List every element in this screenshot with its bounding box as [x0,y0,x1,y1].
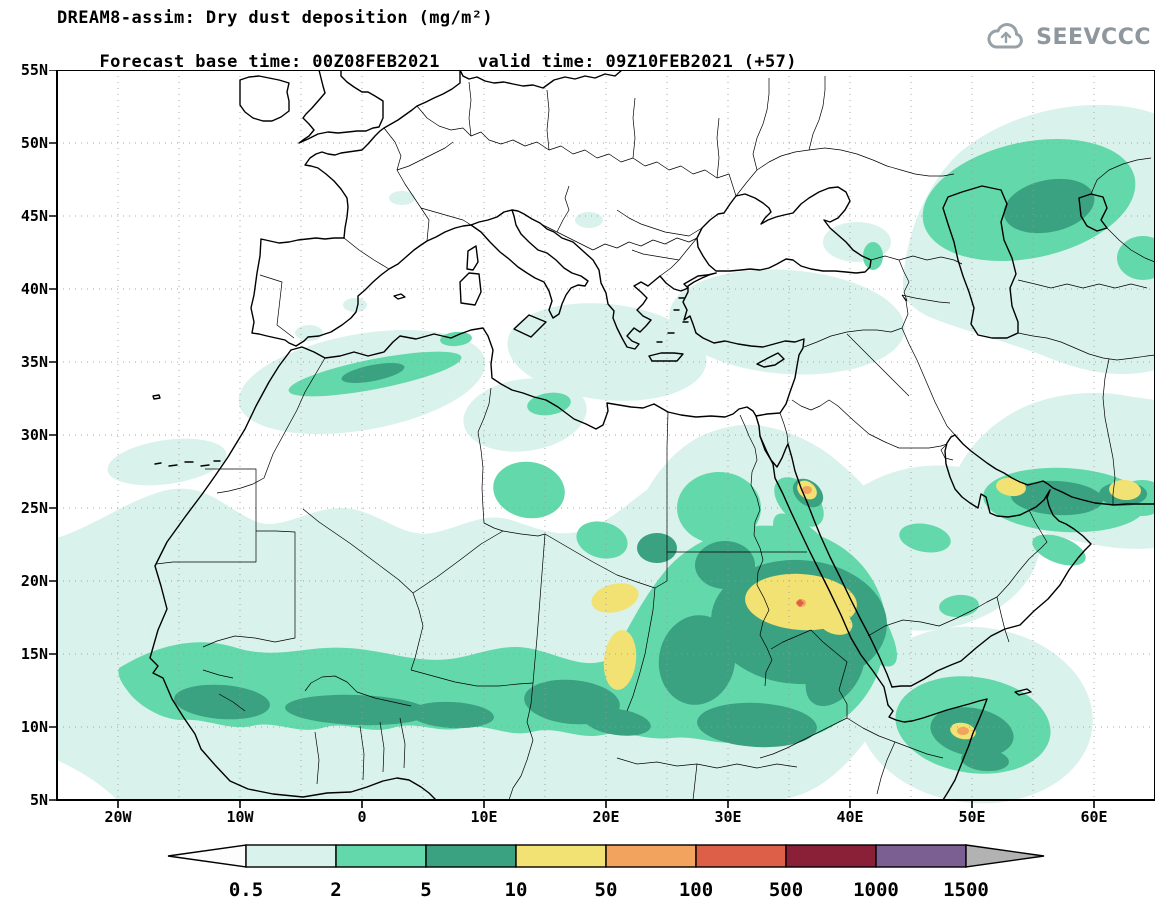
border-layer [155,76,1155,801]
plot-frame [56,70,1155,801]
lon-tick-label: 10E [470,808,498,826]
lat-tick-label: 35N [20,353,48,371]
colorbar-tick-label: 5 [420,879,431,901]
lat-tick-label: 40N [20,280,48,298]
colorbar-tick-label: 2 [330,879,341,901]
colorbar-tick-label: 100 [679,879,713,901]
colorbar-tick-label: 1500 [943,879,989,901]
colorbar-tick-label: 50 [595,879,618,901]
colorbar-underflow-arrow [167,844,247,868]
lat-tick-label: 30N [20,426,48,444]
colorbar-segment [785,844,877,868]
lon-tick-label: 20W [104,808,132,826]
forecast-base-time: Forecast base time: 00Z08FEB2021 [99,52,440,72]
colorbar-tick-label: 1000 [853,879,899,901]
lon-tick-label: 50E [958,808,986,826]
figure-title: DREAM8-assim: Dry dust deposition (mg/m²… [57,8,494,28]
lat-tick-label: 25N [20,499,48,517]
logo-text: SEEVCCC [1036,24,1151,50]
seevccc-logo: SEEVCCC [983,22,1151,52]
cloud-logo-icon [987,23,1024,49]
coastline-layer [149,70,1155,801]
lat-tick-label: 50N [20,134,48,152]
colorbar-segment [875,844,967,868]
lon-tick-label: 20E [592,808,620,826]
lat-tick-label: 45N [20,207,48,225]
lon-tick-label: 60E [1080,808,1108,826]
forecast-map [49,70,1155,808]
colorbar-segment [515,844,607,868]
colorbar-overflow-arrow [965,844,1045,868]
lon-tick-label: 40E [836,808,864,826]
colorbar-segment [245,844,337,868]
lon-tick-label: 30E [714,808,742,826]
lon-tick-label: 10W [226,808,254,826]
colorbar-segment [695,844,787,868]
lat-tick-label: 10N [20,718,48,736]
lat-tick-label: 20N [20,572,48,590]
figure-subtitle: Forecast base time: 00Z08FEB2021 valid ti… [57,32,797,92]
colorbar-tick-label: 10 [505,879,528,901]
lon-tick-label: 0 [357,808,367,826]
contour-layer-10-50 [591,477,1141,740]
colorbar-segment [605,844,697,868]
contour-layer-100-500 [796,599,804,607]
colorbar-segment [425,844,517,868]
colorbar-tick-label: 500 [769,879,803,901]
colorbar-tick-label: 0.5 [229,879,263,901]
lat-tick-label: 5N [29,791,48,809]
colorbar: 0.5 2 5 10 50 100 500 1000 1500 [167,844,1045,901]
lat-tick-label: 15N [20,645,48,663]
tick-layer [49,70,1095,808]
colorbar-segment [335,844,427,868]
valid-time: valid time: 09Z10FEB2021 (+57) [477,52,797,72]
lat-tick-label: 55N [20,61,48,79]
